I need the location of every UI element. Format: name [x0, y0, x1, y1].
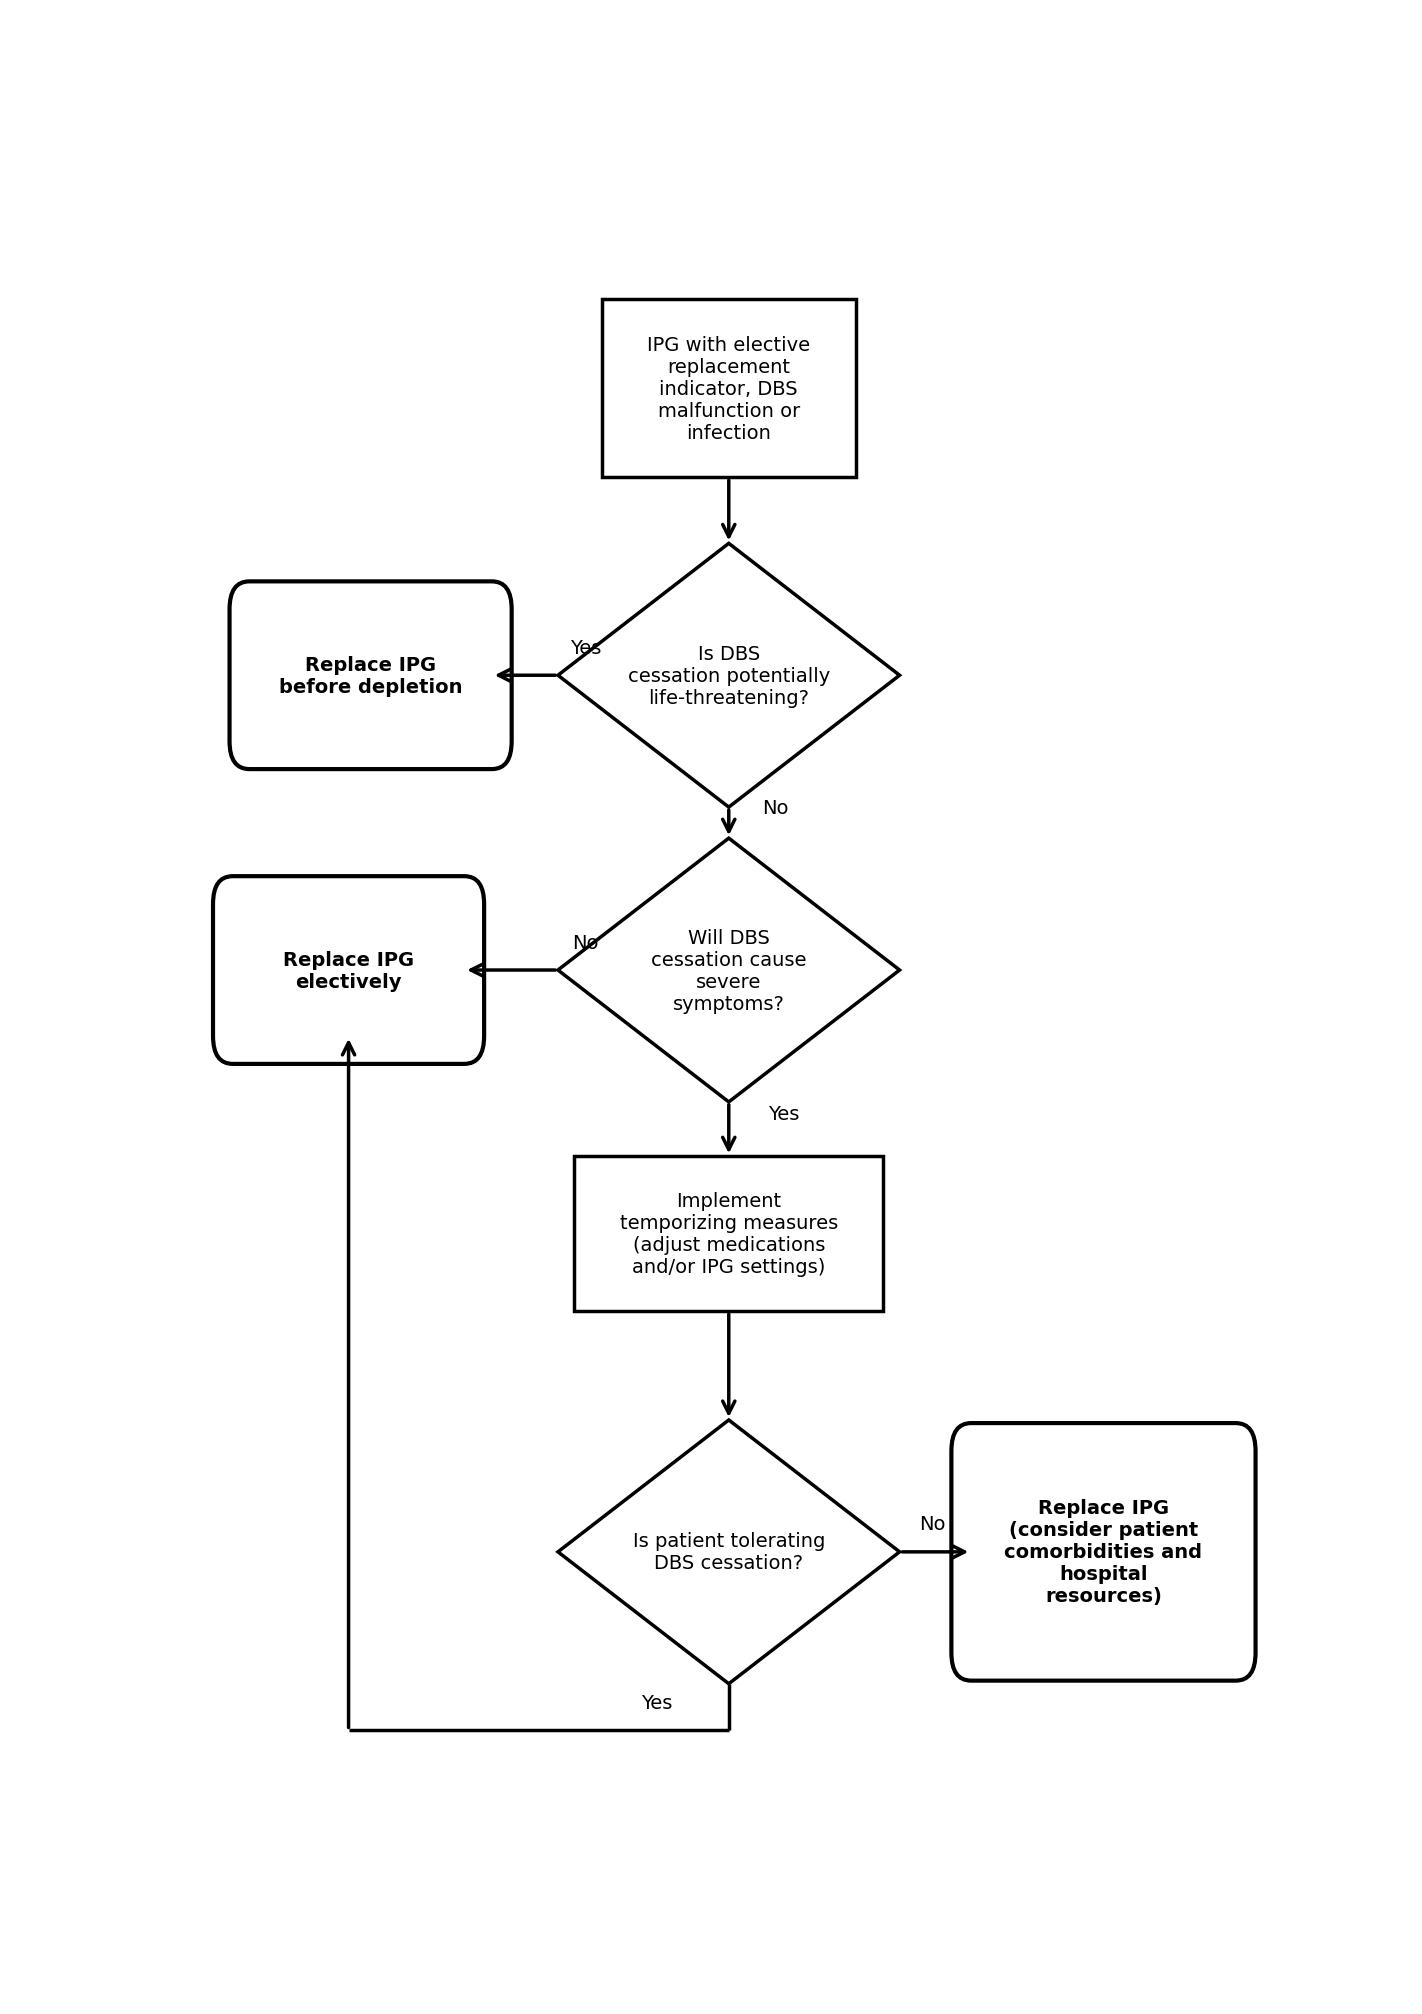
FancyBboxPatch shape — [951, 1424, 1256, 1682]
FancyBboxPatch shape — [602, 300, 856, 477]
Text: No: No — [762, 798, 788, 818]
FancyBboxPatch shape — [229, 582, 512, 769]
Text: Replace IPG
(consider patient
comorbidities and
hospital
resources): Replace IPG (consider patient comorbidit… — [1004, 1498, 1203, 1605]
Text: No: No — [572, 932, 599, 953]
Polygon shape — [557, 838, 900, 1102]
FancyBboxPatch shape — [574, 1156, 883, 1311]
Text: No: No — [920, 1515, 946, 1535]
Text: Is patient tolerating
DBS cessation?: Is patient tolerating DBS cessation? — [633, 1531, 825, 1573]
Text: Yes: Yes — [768, 1104, 799, 1124]
FancyBboxPatch shape — [213, 876, 483, 1063]
Text: Replace IPG
electively: Replace IPG electively — [283, 951, 414, 991]
Polygon shape — [557, 1420, 900, 1684]
Text: Is DBS
cessation potentially
life-threatening?: Is DBS cessation potentially life-threat… — [627, 644, 830, 707]
Text: Yes: Yes — [641, 1694, 673, 1712]
Text: Replace IPG
before depletion: Replace IPG before depletion — [279, 655, 462, 697]
Polygon shape — [557, 544, 900, 808]
Text: Will DBS
cessation cause
severe
symptoms?: Will DBS cessation cause severe symptoms… — [651, 928, 806, 1013]
Text: Yes: Yes — [570, 638, 602, 657]
Text: Implement
temporizing measures
(adjust medications
and/or IPG settings): Implement temporizing measures (adjust m… — [620, 1192, 838, 1277]
Text: IPG with elective
replacement
indicator, DBS
malfunction or
infection: IPG with elective replacement indicator,… — [647, 336, 811, 443]
